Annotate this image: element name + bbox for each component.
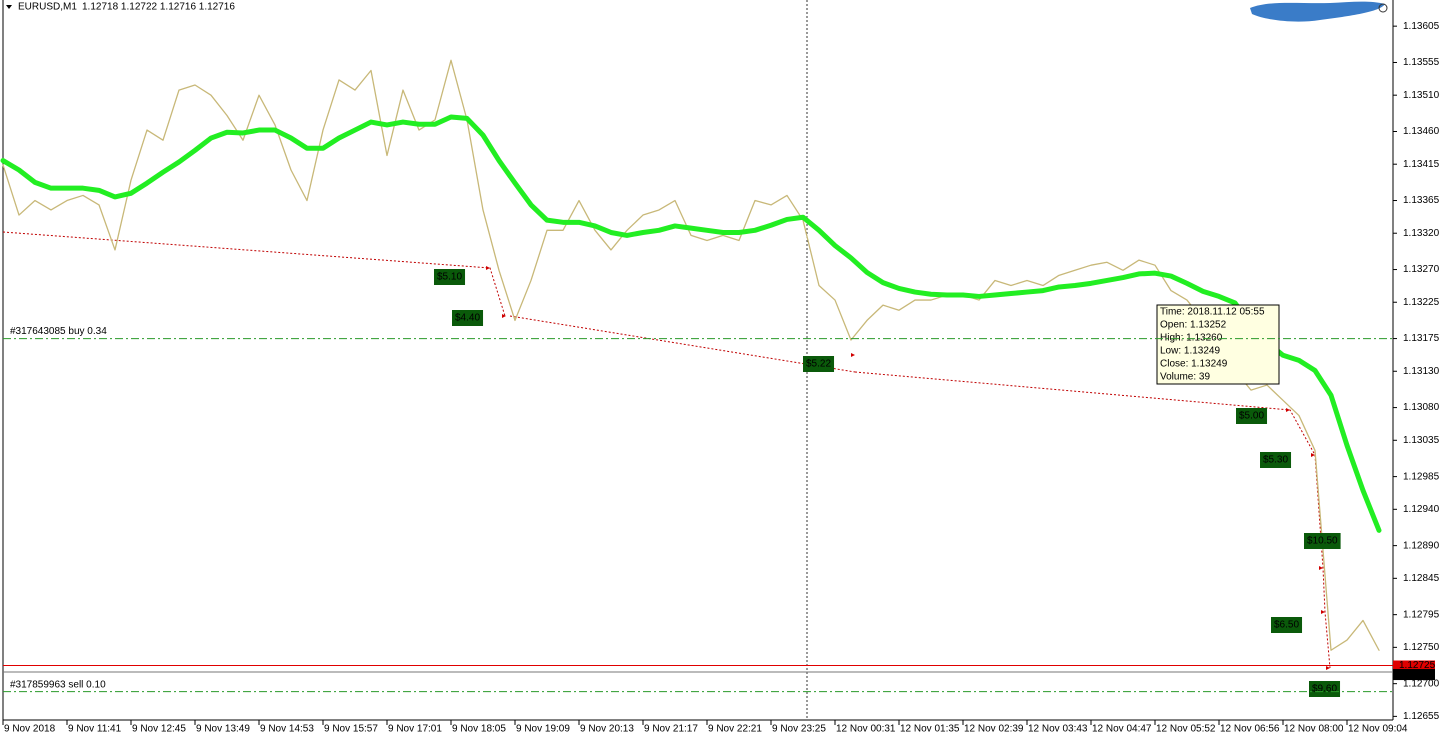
y-tick-label: 1.12700: [1403, 678, 1439, 689]
trade-label: $5.00: [1236, 408, 1268, 424]
x-tick-label: 9 Nov 13:49: [196, 724, 250, 735]
trade-label: $5.30: [1260, 452, 1292, 468]
trade-box: [452, 310, 484, 326]
trade-box: [1260, 452, 1292, 468]
y-tick-label: 1.13320: [1403, 228, 1439, 239]
trade-arrow: [1319, 566, 1323, 570]
x-tick-label: 12 Nov 00:31: [836, 724, 896, 735]
trade-label: $5.22: [803, 356, 835, 372]
trade-arrow: [1311, 453, 1315, 457]
y-tick-label: 1.12890: [1403, 540, 1439, 551]
x-tick-label: 9 Nov 2018: [4, 724, 56, 735]
tooltip-line: Time: 2018.11.12 05:55: [1160, 307, 1265, 318]
tooltip-box: [1156, 304, 1280, 385]
tooltip-line: Volume: 39: [1160, 372, 1210, 383]
menu-arrow[interactable]: [6, 5, 12, 9]
quote: 1.12718 1.12722 1.12716 1.12716: [82, 2, 235, 13]
ask-box: [1393, 660, 1435, 671]
redaction: [1250, 1, 1385, 22]
moving-average: [0, 114, 1382, 533]
close-icon[interactable]: [1378, 3, 1388, 13]
trade-box: [1236, 408, 1268, 424]
trade-box: [1271, 617, 1303, 633]
x-tick-label: 12 Nov 08:00: [1284, 724, 1344, 735]
trade-text: $5.00: [1239, 411, 1264, 422]
trade-line: [854, 371, 1331, 669]
x-tick-label: 12 Nov 03:43: [1028, 724, 1088, 735]
trade-arrow: [1326, 666, 1330, 670]
x-tick-label: 9 Nov 20:13: [580, 724, 634, 735]
trade-text: $4.40: [455, 313, 480, 324]
y-tick-label: 1.12845: [1403, 573, 1439, 584]
x-tick-label: 9 Nov 12:45: [132, 724, 186, 735]
tooltip-line: Close: 1.13249: [1160, 359, 1228, 370]
y-tick-label: 1.13365: [1403, 195, 1439, 206]
symbol: EURUSD,M1: [18, 2, 77, 13]
trade-text: $5.30: [1263, 455, 1288, 466]
x-tick-label: 12 Nov 02:39: [964, 724, 1024, 735]
trade-arrow: [486, 266, 490, 270]
x-tick-label: 9 Nov 19:09: [516, 724, 570, 735]
trade-text: $5.22: [806, 359, 831, 370]
x-tick-label: 12 Nov 04:47: [1092, 724, 1152, 735]
x-tick-label: 9 Nov 17:01: [388, 724, 442, 735]
trade-box: [803, 356, 835, 372]
bid-label: 1.12716: [1399, 670, 1436, 681]
x-tick-label: 9 Nov 22:21: [708, 724, 762, 735]
y-tick-label: 1.13605: [1403, 21, 1439, 32]
y-tick-label: 1.12940: [1403, 504, 1439, 515]
trade-box: [434, 269, 466, 285]
y-tick-label: 1.13225: [1403, 297, 1439, 308]
trade-arrow: [502, 314, 506, 318]
price-line: [2, 59, 1380, 651]
x-tick-label: 12 Nov 05:52: [1156, 724, 1216, 735]
y-tick-label: 1.13175: [1403, 333, 1439, 344]
trade-label: $4.40: [452, 310, 484, 326]
trade-text: $5.10: [437, 272, 462, 283]
y-tick-label: 1.13415: [1403, 159, 1439, 170]
x-tick-label: 12 Nov 06:56: [1220, 724, 1280, 735]
x-tick-label: 9 Nov 11:41: [68, 724, 122, 735]
order-label: #317859963 sell 0.10: [10, 679, 106, 690]
y-tick-label: 1.12985: [1403, 471, 1439, 482]
y-tick-label: 1.12795: [1403, 609, 1439, 620]
x-tick-label: 12 Nov 09:04: [1348, 724, 1408, 735]
y-tick-label: 1.13510: [1403, 90, 1439, 101]
trade-label: $5.10: [434, 269, 466, 285]
trade-text: $9.60: [1312, 684, 1337, 695]
trade-text: $10.50: [1307, 536, 1338, 547]
x-tick-label: 9 Nov 21:17: [644, 724, 698, 735]
order-label: #317643085 buy 0.34: [10, 326, 107, 337]
trade-box: [1304, 533, 1341, 549]
x-tick-label: 9 Nov 23:25: [772, 724, 826, 735]
y-tick-label: 1.13035: [1403, 435, 1439, 446]
trade-arrow: [851, 353, 855, 357]
tooltip-line: Open: 1.13252: [1160, 320, 1227, 331]
bid-box: [1393, 669, 1435, 681]
ask-label: 1.12725: [1399, 660, 1436, 671]
trade-label: $10.50: [1304, 533, 1341, 549]
x-tick-label: 9 Nov 18:05: [452, 724, 506, 735]
trade-label: $9.60: [1309, 681, 1341, 697]
trade-box: [1309, 681, 1341, 697]
y-tick-label: 1.12750: [1403, 642, 1439, 653]
y-tick-label: 1.13080: [1403, 402, 1439, 413]
y-tick-label: 1.13460: [1403, 126, 1439, 137]
trade-text: $6.50: [1274, 620, 1299, 631]
trade-arrow: [1321, 610, 1325, 614]
x-tick-label: 9 Nov 14:53: [260, 724, 314, 735]
trade-label: $6.50: [1271, 617, 1303, 633]
x-tick-label: 12 Nov 01:35: [900, 724, 960, 735]
y-tick-label: 1.13270: [1403, 264, 1439, 275]
y-tick-label: 1.13555: [1403, 57, 1439, 68]
trade-arrow: [1286, 408, 1290, 412]
x-tick-label: 9 Nov 15:57: [324, 724, 378, 735]
tooltip-line: Low: 1.13249: [1160, 346, 1220, 357]
y-tick-label: 1.12655: [1403, 711, 1439, 722]
y-tick-label: 1.13130: [1403, 366, 1439, 377]
